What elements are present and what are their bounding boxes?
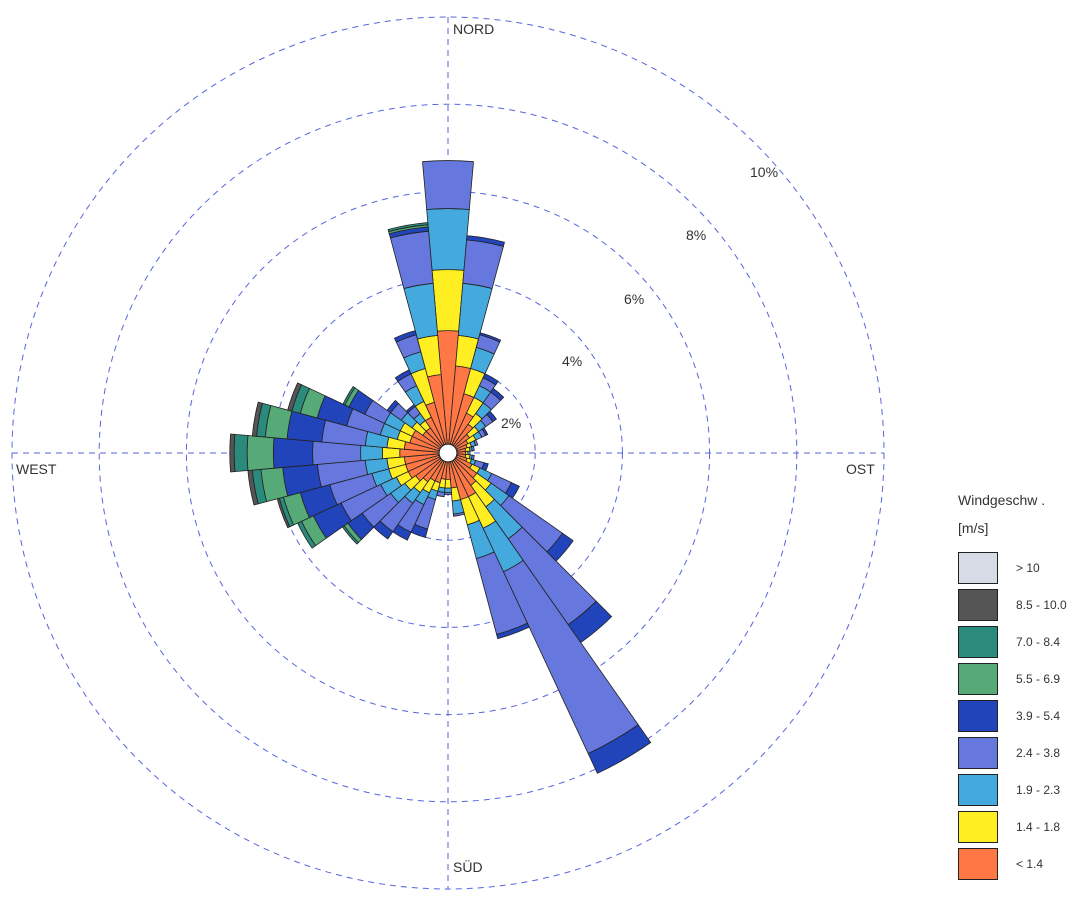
legend-item: 8.5 - 10.0 xyxy=(958,589,1078,621)
rose-segment-280deg-class-7 xyxy=(251,401,263,437)
rose-segment-290deg-class-7 xyxy=(287,382,303,412)
rose-segment-270deg-class-5 xyxy=(246,435,275,471)
rose-segment-180deg-class-2 xyxy=(444,487,452,493)
rose-segment-80deg-class-3 xyxy=(470,445,475,452)
legend-swatch xyxy=(958,663,998,695)
rose-segment-70deg-class-3 xyxy=(473,439,479,447)
cardinal-south: SÜD xyxy=(453,858,483,875)
cardinal-west: WEST xyxy=(16,461,57,477)
cardinal-labels: NORD OST SÜD WEST xyxy=(16,21,875,875)
legend-swatch xyxy=(958,700,998,732)
rose-segment-0deg-class-3 xyxy=(422,160,474,210)
wind-rose-bars xyxy=(229,160,652,774)
rose-segment-270deg-class-4 xyxy=(272,437,314,469)
rose-segment-0deg-class-2 xyxy=(426,208,470,271)
rose-segment-10deg-class-3 xyxy=(462,239,504,289)
legend-item: 2.4 - 3.8 xyxy=(958,737,1078,769)
rose-segment-350deg-class-6 xyxy=(387,222,429,233)
rose-segment-170deg-class-3 xyxy=(452,511,465,517)
legend-label: < 1.4 xyxy=(1016,857,1044,871)
rose-segment-20deg-class-4 xyxy=(479,332,502,343)
legend-item: < 1.4 xyxy=(958,848,1078,880)
rose-segment-270deg-class-7 xyxy=(229,433,236,473)
legend-swatch xyxy=(958,737,998,769)
rose-segment-40deg-class-4 xyxy=(490,387,505,401)
ring-label-10: 10% xyxy=(750,164,778,180)
legend-label: > 10 xyxy=(1016,561,1040,575)
rose-segment-270deg-class-2 xyxy=(360,444,384,462)
rose-segment-350deg-class-3 xyxy=(389,230,434,289)
legend-item: 1.4 - 1.8 xyxy=(958,811,1078,843)
rose-segment-300deg-class-6 xyxy=(342,386,356,406)
rose-segment-270deg-class-6 xyxy=(233,433,249,473)
legend-item: > 10 xyxy=(958,552,1078,584)
legend-item: 1.9 - 2.3 xyxy=(958,774,1078,806)
ring-label-6: 6% xyxy=(624,291,644,307)
ring-label-8: 8% xyxy=(686,227,706,243)
legend-label: 2.4 - 3.8 xyxy=(1016,746,1061,760)
legend-item: 7.0 - 8.4 xyxy=(958,626,1078,658)
speed-legend: Windgeschw . [m/s] > 10 8.5 - 10.0 7.0 - 8… xyxy=(958,492,1078,880)
legend-swatch xyxy=(958,774,998,806)
rose-segment-150deg-class-4 xyxy=(587,724,652,774)
rose-segment-30deg-class-4 xyxy=(482,373,499,386)
legend-label: 7.0 - 8.4 xyxy=(1016,635,1061,649)
legend-label: 3.9 - 5.4 xyxy=(1016,709,1061,723)
legend-title: Windgeschw . xyxy=(958,492,1046,508)
center-hub xyxy=(438,443,458,463)
cardinal-north: NORD xyxy=(453,21,494,37)
legend-label: 8.5 - 10.0 xyxy=(1016,598,1067,612)
legend-unit: [m/s] xyxy=(958,520,989,536)
rose-segment-50deg-class-4 xyxy=(486,410,497,423)
legend-label: 5.5 - 6.9 xyxy=(1016,672,1061,686)
rose-segment-310deg-class-4 xyxy=(386,399,400,414)
legend-swatch xyxy=(958,626,998,658)
legend-item: 5.5 - 6.9 xyxy=(958,663,1078,695)
ring-labels: 2% 4% 6% 8% 10% xyxy=(501,164,778,431)
cardinal-east: OST xyxy=(846,461,875,477)
legend-swatch xyxy=(958,589,998,621)
rose-segment-10deg-class-2 xyxy=(457,282,493,340)
legend-label: 1.9 - 2.3 xyxy=(1016,783,1061,797)
rose-segment-180deg-class-3 xyxy=(443,491,453,496)
ring-label-4: 4% xyxy=(562,353,582,369)
rose-segment-160deg-class-4 xyxy=(496,622,530,640)
legend-label: 1.4 - 1.8 xyxy=(1016,820,1061,834)
ring-label-2: 2% xyxy=(501,415,521,431)
legend-swatch xyxy=(958,848,998,880)
rose-segment-60deg-class-4 xyxy=(481,427,489,436)
legend-swatch xyxy=(958,811,998,843)
rose-segment-350deg-class-2 xyxy=(403,282,439,340)
rose-segment-10deg-class-4 xyxy=(466,235,505,247)
legend-swatch xyxy=(958,552,998,584)
legend-item: 3.9 - 5.4 xyxy=(958,700,1078,732)
rose-segment-270deg-class-1 xyxy=(381,446,401,460)
